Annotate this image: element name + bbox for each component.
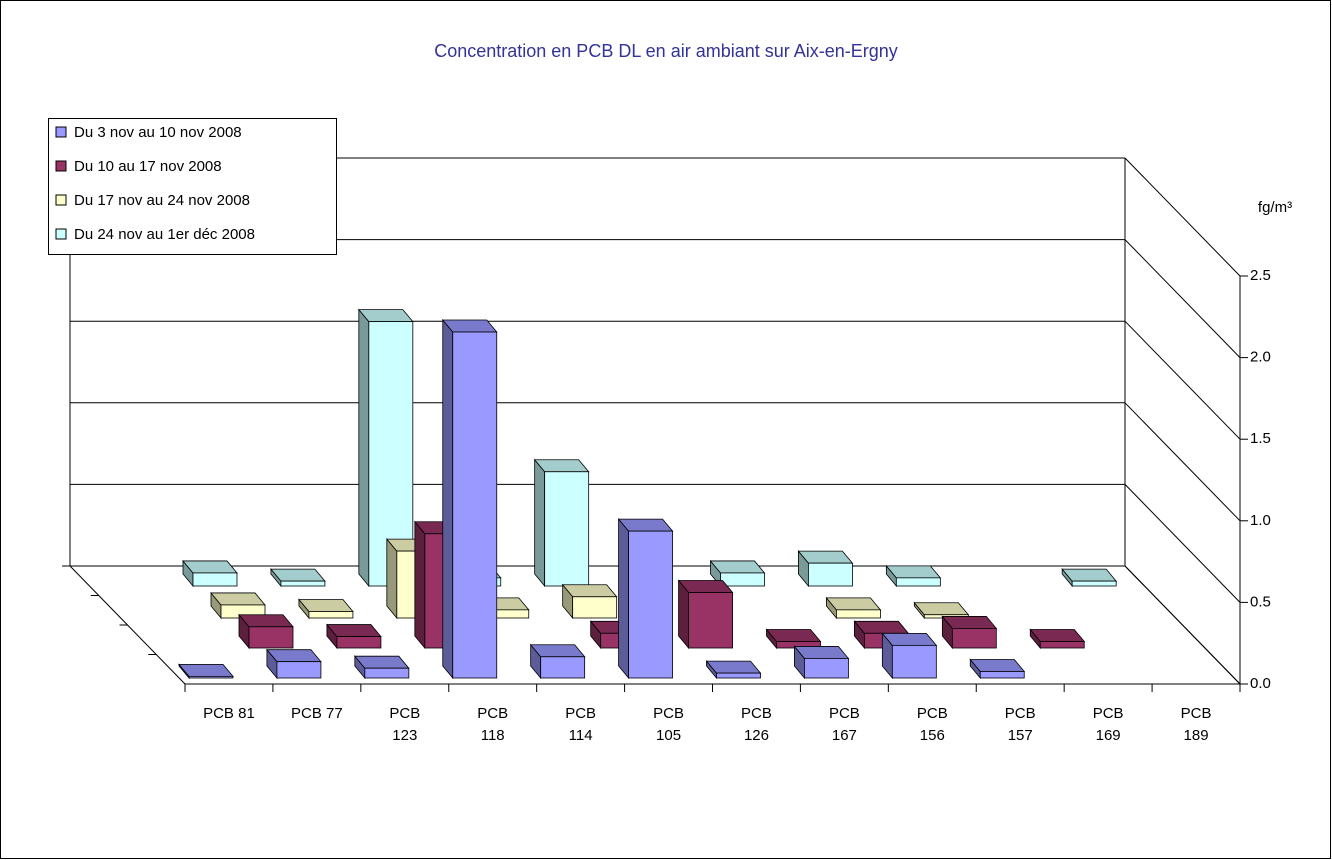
legend-label: Du 3 nov au 10 nov 2008 (74, 124, 242, 141)
bar (891, 644, 937, 679)
y-tick-label: 0.0 (1250, 675, 1271, 692)
x-tick-label: PCB 114 (565, 705, 597, 744)
bar (720, 572, 765, 587)
bar-top (709, 560, 766, 574)
bar (628, 530, 673, 679)
bar-top (1029, 629, 1086, 642)
x-tick-label: PCB 81 (203, 705, 255, 722)
bar-top (533, 459, 590, 473)
bar (276, 661, 322, 679)
grid-line-side (1124, 484, 1241, 603)
bar-top (357, 309, 414, 323)
bar (572, 596, 618, 619)
x-tick-label: PCB 105 (653, 705, 684, 744)
bar-top (266, 649, 322, 663)
y-unit: fg/m³ (1258, 199, 1292, 216)
bar-top (238, 614, 294, 628)
bar (951, 628, 997, 649)
x-tick-label: PCB 77 (291, 705, 343, 722)
bar (1039, 641, 1085, 649)
bar-top (298, 599, 354, 612)
bar-top (182, 560, 238, 574)
bar-top (561, 584, 618, 598)
x-tick-label: PCB 157 (1004, 705, 1036, 744)
bar-top (270, 568, 326, 582)
bar-top (705, 660, 762, 674)
bar (895, 577, 941, 587)
bar (836, 609, 881, 619)
bar (808, 562, 853, 587)
y-tick-label: 1.0 (1250, 512, 1271, 529)
bar-top (441, 319, 498, 333)
bar-top (793, 646, 850, 659)
bar-top (617, 518, 674, 532)
bar-top (881, 632, 938, 646)
grid-line-side (1124, 402, 1241, 522)
bar-top (326, 624, 382, 637)
bar-top (969, 659, 1026, 672)
bar (308, 611, 354, 619)
x-tick-label: PCB 123 (389, 705, 421, 744)
bar-top (853, 620, 910, 634)
bar-top (353, 655, 410, 669)
grid-line-side (1124, 565, 1241, 685)
legend-swatch (55, 194, 67, 206)
bar-side (442, 318, 454, 680)
legend-swatch (55, 160, 67, 172)
legend: Du 3 nov au 10 nov 2008 Du 10 au 17 nov 2… (48, 118, 337, 255)
bar (188, 675, 234, 679)
bar (540, 656, 586, 679)
bar (1071, 580, 1117, 587)
bar-side (618, 518, 629, 680)
x-tick-label: PCB 169 (1092, 705, 1124, 744)
bar-top (765, 629, 822, 642)
x-tick-label: PCB 167 (828, 705, 860, 744)
y-tick-label: 1.5 (1250, 430, 1271, 447)
legend-label: Du 17 nov au 24 nov 2008 (74, 192, 250, 209)
bar-top (529, 644, 586, 658)
x-tick-label: PCB 118 (477, 705, 509, 744)
y-tick-label: 2.5 (1250, 267, 1271, 284)
bar-top (677, 580, 734, 593)
bar (979, 671, 1025, 679)
grid-line-side (1124, 239, 1241, 358)
bar-top (825, 597, 882, 611)
bar-top (797, 550, 854, 564)
bar (716, 672, 761, 679)
legend-swatch (55, 126, 67, 138)
bar (192, 572, 238, 587)
bar (364, 667, 410, 679)
legend-box (48, 118, 337, 255)
bar-top (210, 592, 266, 606)
bar-top (1061, 568, 1118, 582)
bar-top (941, 616, 998, 629)
x-tick-label: PCB 189 (1180, 705, 1212, 744)
bar (804, 658, 849, 679)
bar-side (414, 520, 426, 650)
legend-label: Du 24 nov au 1er déc 2008 (74, 226, 255, 243)
bar (336, 636, 382, 649)
chart-title: Concentration en PCB DL en air ambiant s… (434, 41, 898, 61)
x-tick-label: PCB 126 (741, 705, 772, 744)
bar (544, 471, 590, 587)
bar-top (913, 602, 970, 616)
bar (452, 331, 498, 679)
y-tick-label: 0.5 (1250, 593, 1271, 610)
bar (280, 580, 326, 587)
bar-side (534, 458, 546, 588)
x-tick-label: PCB 156 (916, 705, 948, 744)
bar-side (358, 308, 370, 588)
bar (688, 592, 733, 649)
legend-label: Du 10 au 17 nov 2008 (74, 158, 222, 175)
grid-line-side (1124, 157, 1241, 277)
bar-side (386, 537, 398, 620)
bar-top (885, 565, 942, 579)
legend-swatch (55, 228, 67, 240)
grid-line-side (1124, 320, 1241, 440)
bar-top (178, 663, 234, 677)
bar (248, 626, 294, 649)
y-tick-label: 2.0 (1250, 349, 1271, 366)
